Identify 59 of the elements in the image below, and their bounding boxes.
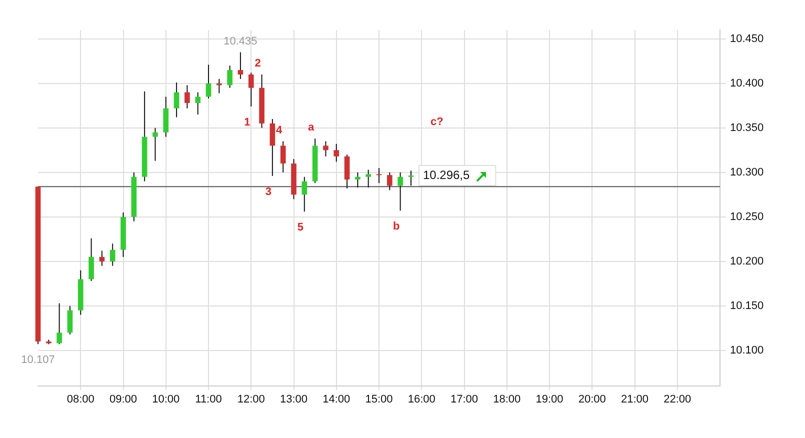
candlestick — [56, 302, 62, 345]
candlestick — [88, 238, 94, 282]
candlestick — [355, 172, 360, 188]
annotation: a — [308, 122, 315, 134]
annotation: 4 — [276, 124, 284, 136]
x-tick-label: 11:00 — [195, 394, 222, 406]
candlestick — [184, 84, 190, 109]
x-tick-label: 08:00 — [66, 394, 94, 406]
candlestick — [398, 172, 403, 212]
annotation: 1 — [244, 116, 250, 129]
annotation: 10.435 — [224, 35, 258, 48]
y-tick-label: 10.450 — [730, 32, 764, 45]
annotation: 5 — [297, 222, 304, 234]
x-tick-label: 09:00 — [109, 394, 138, 406]
annotation: b — [392, 220, 400, 233]
candlestick — [270, 118, 276, 176]
candlestick — [302, 176, 308, 212]
x-tick-label: 19:00 — [536, 394, 564, 406]
candlestick — [344, 154, 350, 189]
x-tick-label: 10:00 — [152, 394, 180, 406]
candlestick — [174, 82, 180, 118]
x-tick-label: 17:00 — [450, 394, 478, 406]
y-tick-label: 10.250 — [730, 210, 764, 223]
candlestick — [408, 170, 414, 186]
annotation: 2 — [254, 58, 261, 70]
annotation: 10.296,5 — [422, 168, 470, 182]
candlestick — [238, 52, 244, 80]
y-tick-label: 10.350 — [730, 122, 764, 134]
y-tick-label: 10.100 — [730, 344, 764, 356]
x-tick-label: 22:00 — [664, 394, 692, 406]
x-tick-label: 18:00 — [493, 394, 521, 406]
candlestick — [99, 250, 105, 266]
annotation: 3 — [265, 186, 272, 198]
x-tick-label: 20:00 — [578, 394, 606, 406]
candlestick — [323, 140, 328, 157]
annotation: c? — [430, 116, 444, 128]
y-tick-label: 10.300 — [730, 166, 764, 178]
candlestick — [152, 127, 158, 162]
candlestick — [334, 143, 340, 162]
candlestick — [280, 140, 286, 173]
candlestick — [376, 167, 382, 184]
x-tick-label: 21:00 — [620, 394, 649, 406]
x-tick-label: 13:00 — [280, 394, 308, 406]
y-tick-label: 10.400 — [730, 77, 764, 90]
candlestick — [227, 65, 232, 88]
y-tick-label: 10.150 — [730, 300, 764, 312]
candlestick — [110, 243, 116, 266]
candlestick — [248, 72, 254, 108]
x-tick-label: 12:00 — [237, 394, 265, 406]
x-tick-label: 15:00 — [365, 394, 393, 406]
x-tick-label: 16:00 — [408, 394, 436, 406]
candlestick — [67, 305, 73, 335]
candlestick — [366, 169, 372, 188]
candlestick — [195, 92, 201, 116]
annotation: 10.107 — [21, 354, 55, 366]
candlestick — [386, 172, 392, 191]
candlestick — [206, 64, 212, 100]
y-tick-label: 10.200 — [730, 255, 764, 268]
x-tick-label: 14:00 — [322, 394, 350, 406]
